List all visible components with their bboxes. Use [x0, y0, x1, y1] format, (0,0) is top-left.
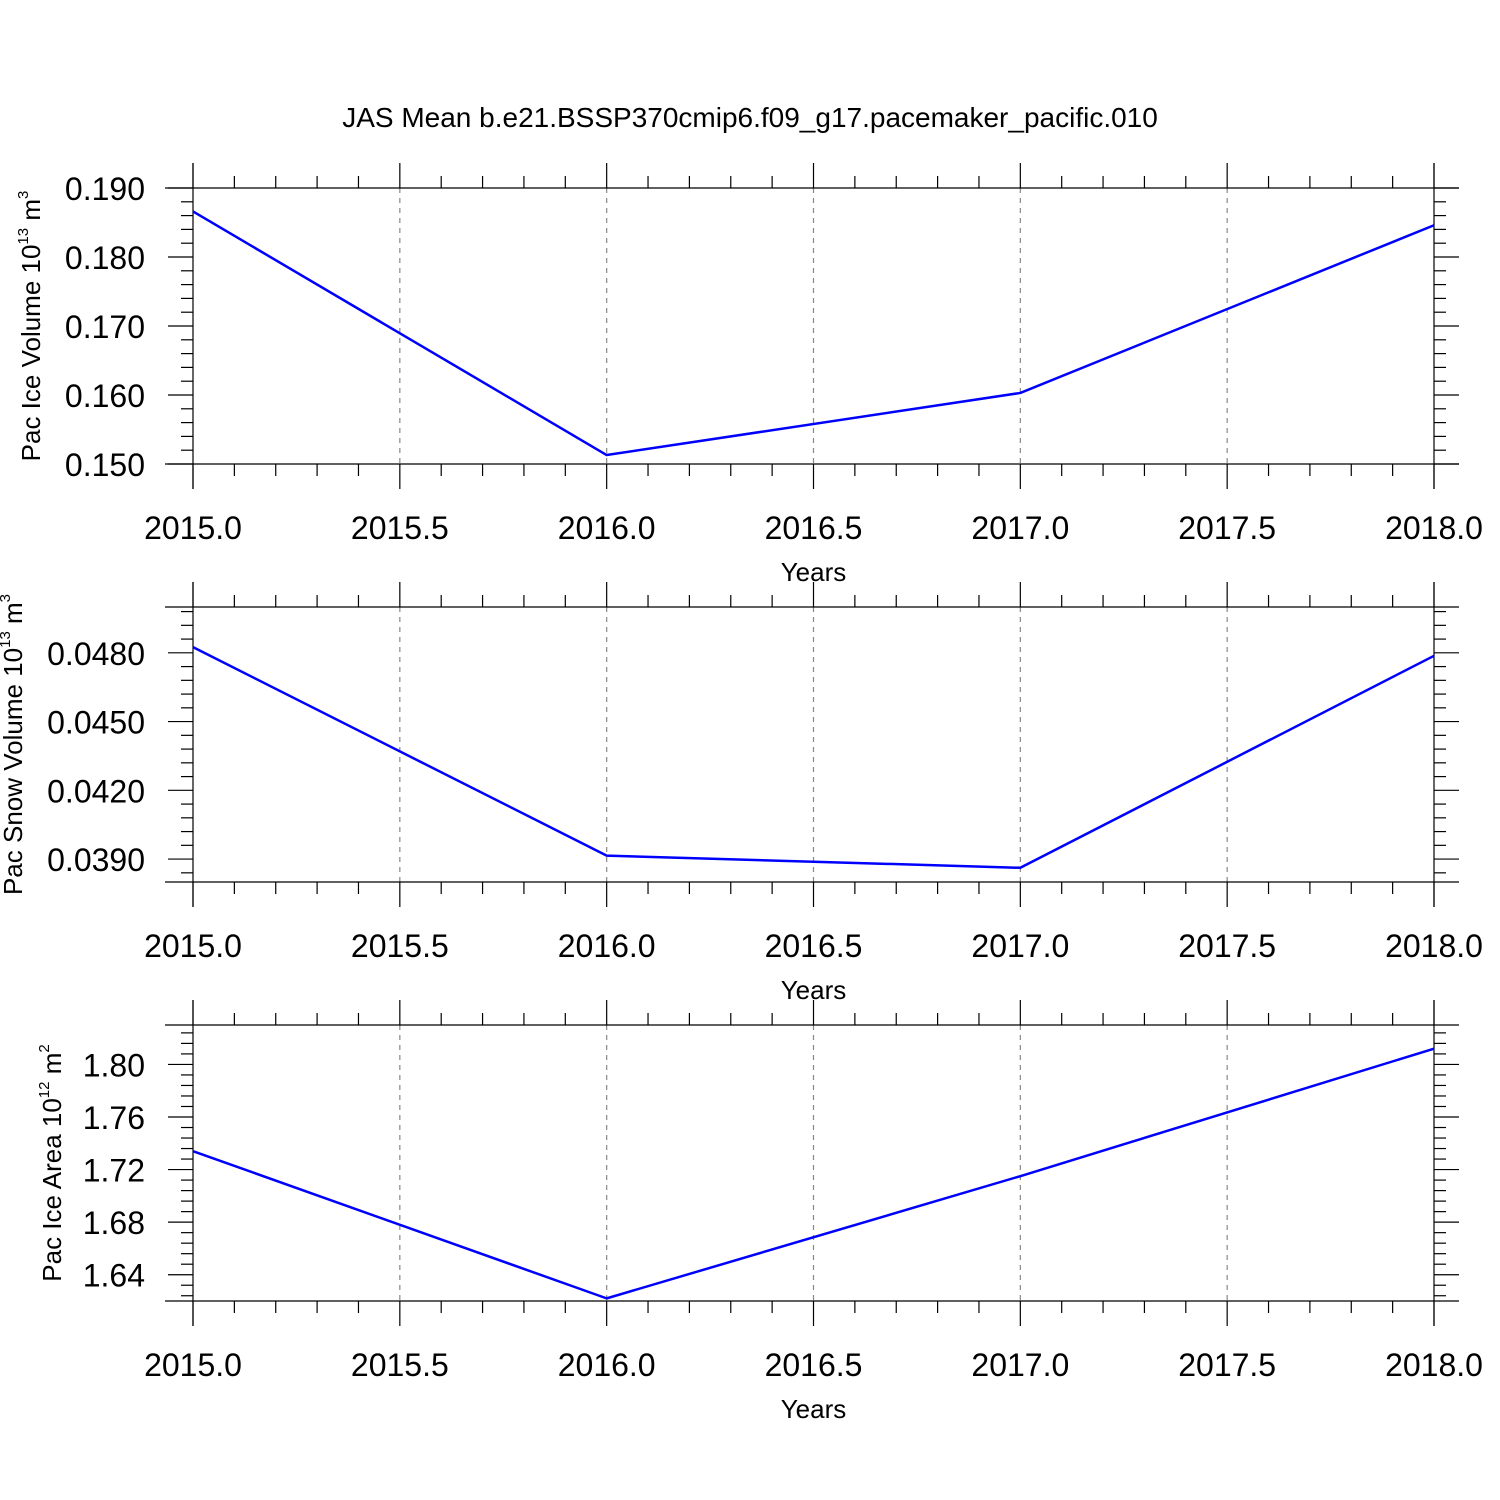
y-axis-label-mid: m [37, 1053, 67, 1082]
x-tick-label: 2016.0 [558, 928, 656, 964]
y-axis-label-sup2: 3 [15, 191, 32, 199]
x-tick-label: 2015.0 [144, 928, 242, 964]
x-axis-label: Years [781, 1394, 847, 1424]
y-tick-label: 0.0390 [47, 842, 145, 878]
y-tick-label: 1.80 [83, 1047, 145, 1083]
y-axis-label-sup1: 13 [0, 631, 14, 648]
y-tick-label: 1.64 [83, 1258, 145, 1294]
y-tick-label: 0.150 [65, 447, 145, 483]
y-axis-label-base: Pac Ice Area 10 [37, 1098, 67, 1282]
y-axis-label-base: Pac Ice Volume 10 [16, 245, 46, 462]
x-tick-label: 2018.0 [1385, 510, 1483, 546]
x-tick-label: 2017.0 [971, 928, 1069, 964]
x-tick-label: 2017.0 [971, 1347, 1069, 1383]
x-tick-label: 2015.0 [144, 1347, 242, 1383]
y-axis-label-sup1: 13 [15, 228, 32, 245]
series-line [192, 210, 1435, 457]
x-tick-label: 2016.5 [765, 1347, 863, 1383]
x-tick-label: 2015.0 [144, 510, 242, 546]
y-axis-label-mid: m [0, 602, 28, 631]
y-axis-label: Pac Ice Area 1012 m2 [36, 1044, 67, 1281]
y-tick-label: 0.160 [65, 378, 145, 414]
y-tick-label: 1.68 [83, 1205, 145, 1241]
x-tick-label: 2017.0 [971, 510, 1069, 546]
y-axis-label: Pac Ice Volume 1013 m3 [15, 191, 46, 462]
x-tick-label: 2018.0 [1385, 928, 1483, 964]
x-tick-label: 2015.5 [351, 1347, 449, 1383]
series-line [192, 645, 1435, 870]
y-axis-label-sup1: 12 [36, 1081, 53, 1098]
y-axis-label-mid: m [16, 199, 46, 228]
panel-2: 2015.0 2015.5 2016.0 2016.5 2017.0 2017.5 2018… [0, 582, 1483, 1005]
x-tick-label: 2015.5 [351, 928, 449, 964]
x-tick-label: 2016.5 [765, 928, 863, 964]
chart-title: JAS Mean b.e21.BSSP370cmip6.f09_g17.pace… [342, 102, 1158, 133]
y-tick-label: 1.76 [83, 1100, 145, 1136]
x-tick-label: 2017.5 [1178, 510, 1276, 546]
y-axis-label: Pac Snow Volume 1013 m3 [0, 594, 28, 895]
x-tick-label: 2016.0 [558, 510, 656, 546]
panel-3: 2015.0 2015.5 2016.0 2016.5 2017.0 2017.5 2018… [36, 1000, 1483, 1424]
x-tick-label: 2017.5 [1178, 1347, 1276, 1383]
y-tick-label: 0.0480 [47, 636, 145, 672]
panels: 2015.0 2015.5 2016.0 2016.5 2017.0 2017.5 2018… [0, 163, 1483, 1424]
x-tick-label: 2017.5 [1178, 928, 1276, 964]
y-tick-label: 1.72 [83, 1153, 145, 1189]
x-tick-label: 2015.5 [351, 510, 449, 546]
y-tick-label: 0.180 [65, 240, 145, 276]
x-tick-label: 2016.0 [558, 1347, 656, 1383]
panel-1: 2015.0 2015.5 2016.0 2016.5 2017.0 2017.5 2018… [15, 163, 1483, 587]
y-axis-label-sup2: 2 [36, 1044, 53, 1052]
y-tick-label: 0.170 [65, 309, 145, 345]
y-axis-label-sup2: 3 [0, 594, 14, 602]
x-tick-label: 2016.5 [765, 510, 863, 546]
y-axis-label-base: Pac Snow Volume 10 [0, 648, 28, 895]
y-tick-label: 0.0450 [47, 705, 145, 741]
y-tick-label: 0.0420 [47, 773, 145, 809]
x-tick-label: 2018.0 [1385, 1347, 1483, 1383]
series-line [192, 1047, 1435, 1300]
y-tick-label: 0.190 [65, 171, 145, 207]
